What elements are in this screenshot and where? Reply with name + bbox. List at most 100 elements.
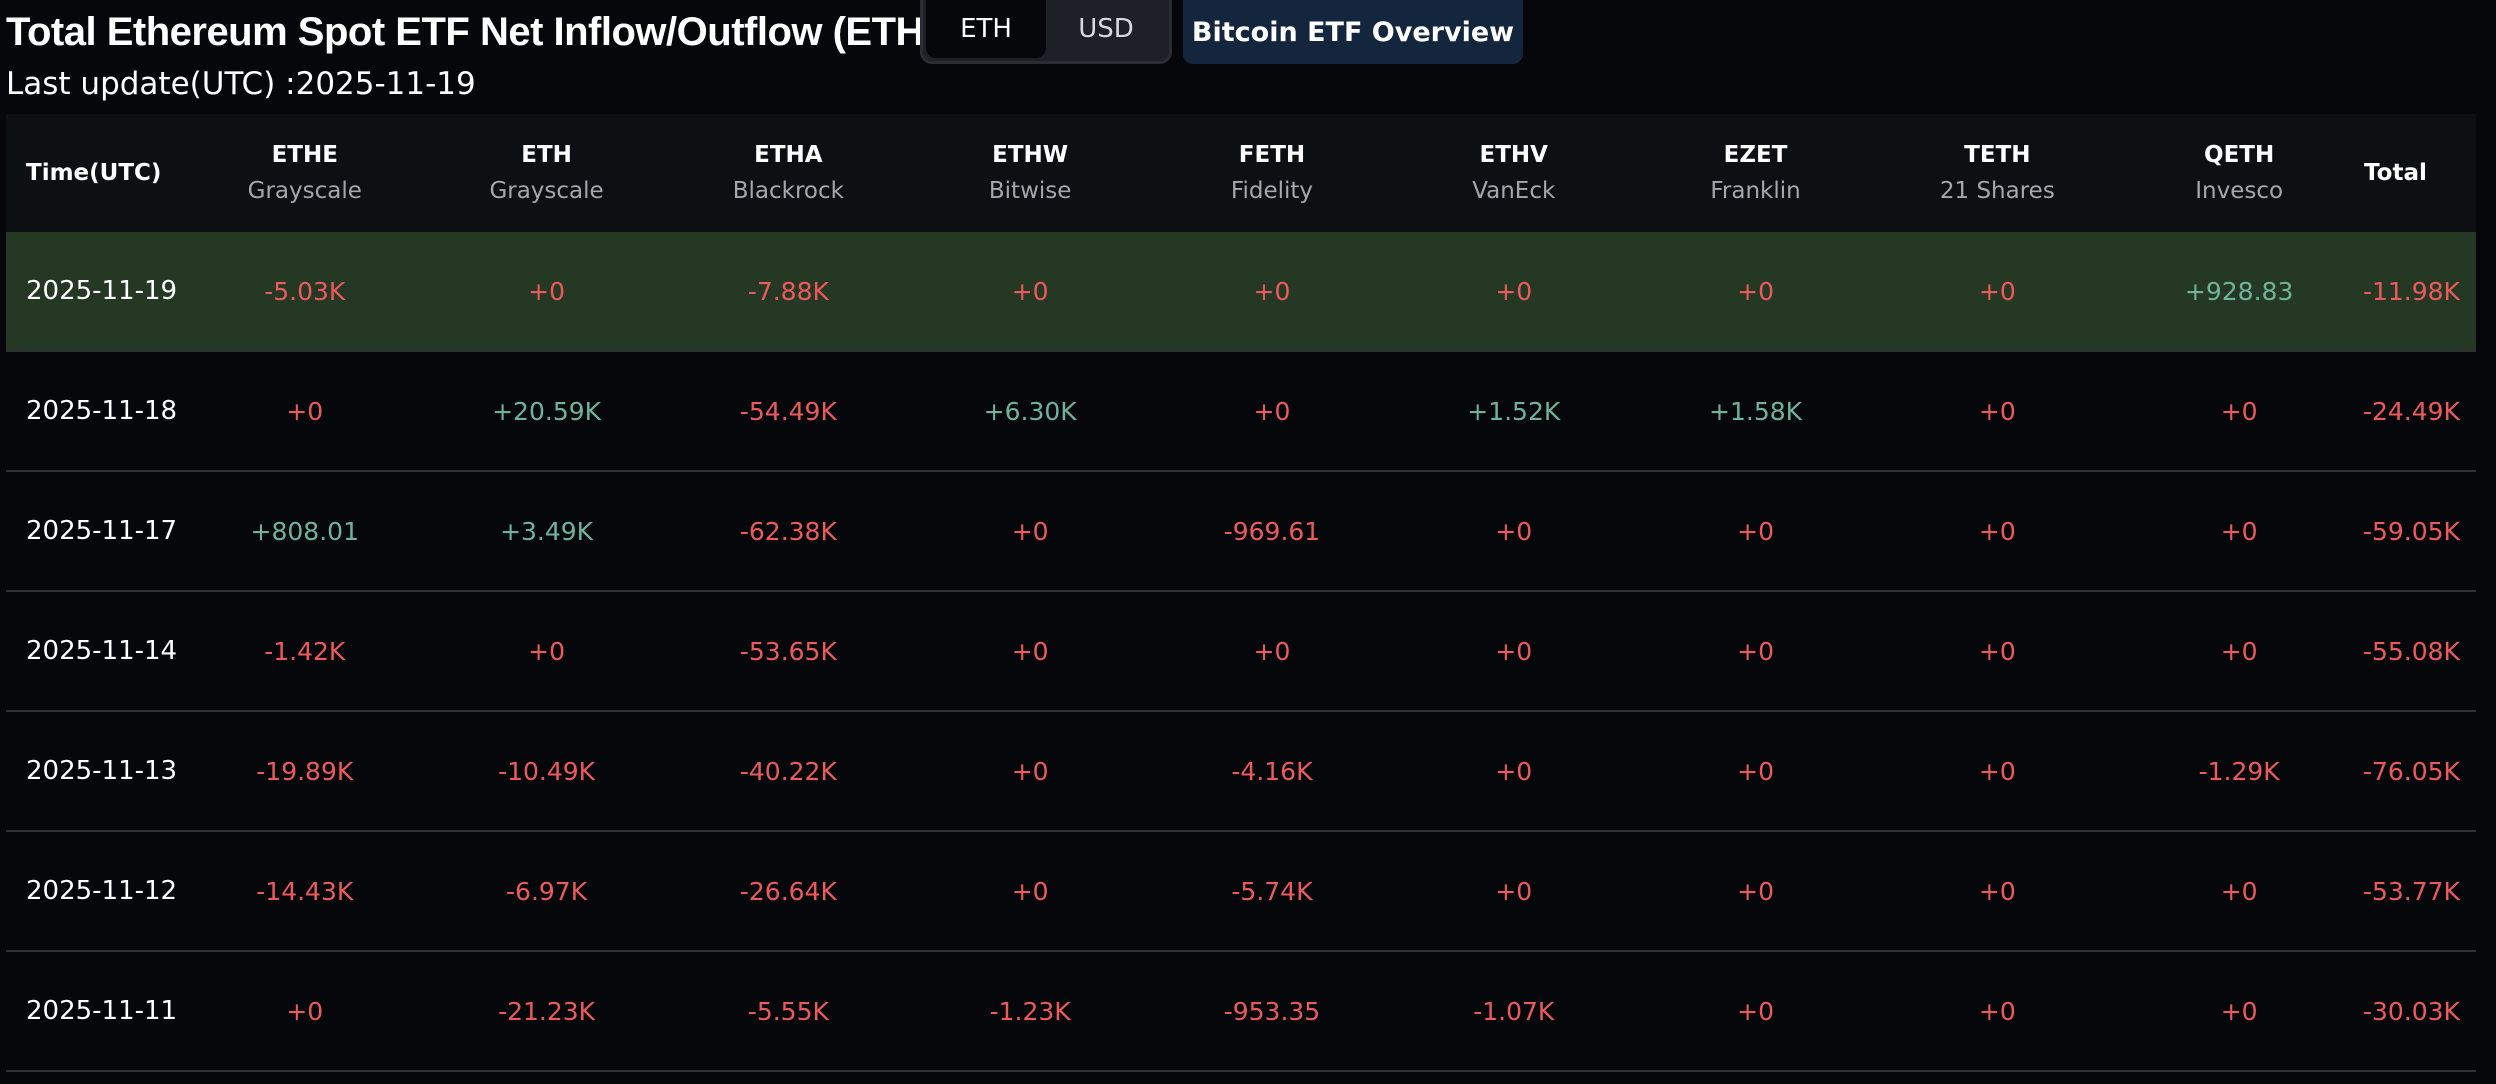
row-date: 2025-11-18 — [26, 396, 178, 426]
flow-value-ethv: +0 — [1495, 756, 1533, 786]
flow-value-ethw: +0 — [1011, 276, 1049, 306]
flow-value-teth: +0 — [1978, 756, 2016, 786]
table-row: 2025-11-18 +0 +20.59K -54.49K +6.30K +0 +1.52K… — [6, 352, 2476, 472]
flow-value-feth: -5.74K — [1231, 876, 1313, 906]
row-date: 2025-11-13 — [26, 756, 178, 786]
table-row: 2025-11-14 -1.42K +0 -53.65K +0 +0 +0 +0 +0 +0 -55… — [6, 592, 2476, 712]
column-header-ethv[interactable]: ETHV VanEck — [1393, 142, 1635, 204]
row-total: -59.05K — [2362, 516, 2460, 546]
flow-value-eth: +20.59K — [492, 396, 602, 426]
column-header-etha[interactable]: ETHA Blackrock — [667, 142, 909, 204]
table-row: 2025-11-19 -5.03K +0 -7.88K +0 +0 +0 +0 +0 +928.8… — [6, 232, 2476, 352]
column-ticker: FETH — [1238, 142, 1306, 168]
flow-value-ethv: +0 — [1495, 636, 1533, 666]
row-date: 2025-11-19 — [26, 276, 178, 306]
flow-value-etha: -40.22K — [739, 756, 837, 786]
flow-value-feth: -969.61 — [1223, 516, 1321, 546]
flow-value-eth: +0 — [528, 276, 565, 306]
column-issuer: Franklin — [1710, 178, 1801, 204]
row-date: 2025-11-14 — [26, 636, 178, 666]
table-row: 2025-11-13 -19.89K -10.49K -40.22K +0 -4.16K +… — [6, 712, 2476, 832]
row-date: 2025-11-11 — [26, 996, 178, 1026]
etf-flow-table: Time(UTC) ETHE Grayscale ETH Grayscale E… — [6, 114, 2476, 1072]
flow-value-eth: -6.97K — [506, 876, 588, 906]
flow-value-ethv: +0 — [1495, 876, 1533, 906]
total-column-header[interactable]: Total — [2364, 160, 2427, 186]
flow-value-ethv: +0 — [1495, 516, 1533, 546]
column-issuer: Bitwise — [988, 178, 1072, 204]
flow-value-ethw: +0 — [1011, 756, 1049, 786]
table-header-row: Time(UTC) ETHE Grayscale ETH Grayscale E… — [6, 114, 2476, 232]
column-issuer: Invesco — [2195, 178, 2284, 204]
table-row: 2025-11-12 -14.43K -6.97K -26.64K +0 -5.74K +0… — [6, 832, 2476, 952]
flow-value-teth: +0 — [1978, 276, 2016, 306]
unit-usd-button[interactable]: USD — [1078, 14, 1134, 44]
table-body: 2025-11-19 -5.03K +0 -7.88K +0 +0 +0 +0 +0 +928.8… — [6, 232, 2476, 1072]
column-header-ethw[interactable]: ETHW Bitwise — [909, 142, 1151, 204]
column-issuer: Blackrock — [732, 178, 844, 204]
flow-value-ezet: +0 — [1737, 756, 1774, 786]
flow-value-ethw: +6.30K — [983, 396, 1077, 426]
flow-value-etha: -54.49K — [739, 396, 837, 426]
unit-eth-button[interactable]: ETH — [926, 0, 1046, 58]
flow-value-ethe: +808.01 — [250, 516, 359, 546]
flow-value-ethe: -14.43K — [256, 876, 354, 906]
row-total: -53.77K — [2362, 876, 2460, 906]
column-issuer: Fidelity — [1230, 178, 1314, 204]
flow-value-qeth: +0 — [2220, 876, 2258, 906]
column-ticker: EZET — [1723, 142, 1788, 168]
flow-value-qeth: +0 — [2220, 516, 2258, 546]
flow-value-ethe: -1.42K — [264, 636, 346, 666]
column-issuer: Grayscale — [247, 178, 362, 204]
row-total: -24.49K — [2362, 396, 2460, 426]
column-issuer: VanEck — [1472, 178, 1556, 204]
row-date: 2025-11-17 — [26, 516, 178, 546]
column-header-teth[interactable]: TETH 21 Shares — [1876, 142, 2118, 204]
flow-value-ethe: +0 — [286, 996, 324, 1026]
column-issuer: 21 Shares — [1939, 178, 2055, 204]
column-header-ethe[interactable]: ETHE Grayscale — [184, 142, 426, 204]
column-header-ezet[interactable]: EZET Franklin — [1635, 142, 1877, 204]
column-header-eth[interactable]: ETH Grayscale — [426, 142, 668, 204]
flow-value-ethv: -1.07K — [1473, 996, 1555, 1026]
row-total: -55.08K — [2362, 636, 2460, 666]
column-header-feth[interactable]: FETH Fidelity — [1151, 142, 1393, 204]
flow-value-ezet: +0 — [1737, 276, 1774, 306]
last-update-text: Last update(UTC) :2025-11-19 — [6, 66, 476, 102]
flow-value-feth: +0 — [1253, 396, 1291, 426]
flow-value-teth: +0 — [1978, 516, 2016, 546]
flow-value-eth: -21.23K — [498, 996, 596, 1026]
flow-value-teth: +0 — [1978, 996, 2016, 1026]
flow-value-ethw: +0 — [1011, 516, 1049, 546]
flow-value-qeth: -1.29K — [2198, 756, 2280, 786]
flow-value-ezet: +1.58K — [1709, 396, 1803, 426]
flow-value-qeth: +0 — [2220, 396, 2258, 426]
column-ticker: ETHA — [754, 142, 823, 168]
flow-value-ezet: +0 — [1737, 996, 1774, 1026]
flow-value-ethe: +0 — [286, 396, 324, 426]
flow-value-ethw: +0 — [1011, 876, 1049, 906]
flow-value-eth: -10.49K — [498, 756, 596, 786]
time-column-header[interactable]: Time(UTC) — [26, 160, 162, 186]
column-header-qeth[interactable]: QETH Invesco — [2118, 142, 2360, 204]
flow-value-teth: +0 — [1978, 876, 2016, 906]
table-row: 2025-11-17 +808.01 +3.49K -62.38K +0 -969.61 +… — [6, 472, 2476, 592]
column-ticker: ETHE — [271, 142, 338, 168]
row-total: -76.05K — [2362, 756, 2460, 786]
flow-value-feth: -953.35 — [1223, 996, 1321, 1026]
flow-value-qeth: +0 — [2220, 636, 2258, 666]
row-date: 2025-11-12 — [26, 876, 178, 906]
flow-value-feth: +0 — [1253, 636, 1291, 666]
flow-value-qeth: +928.83 — [2184, 276, 2294, 306]
flow-value-ethw: +0 — [1011, 636, 1049, 666]
column-ticker: QETH — [2204, 142, 2275, 168]
flow-value-etha: -7.88K — [747, 276, 829, 306]
page-header: Total Ethereum Spot ETF Net Inflow/Outfl… — [6, 0, 937, 64]
row-total: -11.98K — [2362, 276, 2460, 306]
flow-value-eth: +0 — [528, 636, 565, 666]
bitcoin-etf-overview-button[interactable]: Bitcoin ETF Overview — [1183, 0, 1523, 64]
column-ticker: TETH — [1964, 142, 2031, 168]
flow-value-teth: +0 — [1978, 636, 2016, 666]
row-total: -30.03K — [2362, 996, 2460, 1026]
flow-value-ezet: +0 — [1737, 876, 1774, 906]
